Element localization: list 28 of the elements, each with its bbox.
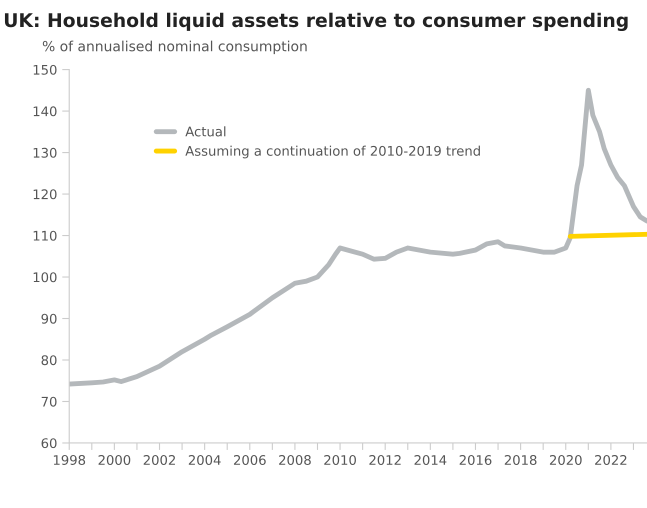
y-tick-label: 70 — [42, 396, 57, 407]
y-tick-label: 150 — [34, 64, 57, 75]
x-tick-label: 2008 — [279, 455, 311, 465]
legend-label: Assuming a continuation of 2010-2019 trend — [185, 146, 480, 158]
x-tick-label: 2000 — [98, 455, 130, 465]
y-tick-label: 110 — [34, 230, 57, 241]
line-series — [69, 88, 647, 386]
y-tick-label: 120 — [34, 189, 57, 200]
x-tick-label: 2022 — [595, 455, 626, 465]
y-tick-label: 100 — [34, 272, 57, 282]
x-tick-label: 2004 — [188, 455, 221, 465]
x-tick-label: 2006 — [234, 455, 266, 465]
x-tick-label: 2002 — [144, 455, 175, 465]
x-tick-label: 2012 — [369, 455, 401, 465]
x-tick-label: 1998 — [54, 455, 86, 465]
x-tick-label: 2018 — [504, 455, 536, 465]
y-tick-label: 60 — [42, 438, 57, 448]
legend-label: Actual — [185, 126, 226, 136]
y-tick-label: 90 — [41, 314, 57, 324]
y-tick-label: 130 — [34, 148, 57, 158]
x-tick-label: 2016 — [460, 455, 492, 465]
x-tick-label: 2010 — [324, 455, 356, 465]
y-axis-title: % of annualised nominal consumption — [42, 40, 307, 54]
x-tick-label: 2014 — [414, 455, 446, 465]
chart-title: UK: Household liquid assets relative to consumer spending — [4, 12, 628, 31]
x-tick-label: 2020 — [550, 455, 582, 465]
y-tick-label: 80 — [42, 355, 57, 366]
y-tick-label: 140 — [34, 106, 57, 116]
